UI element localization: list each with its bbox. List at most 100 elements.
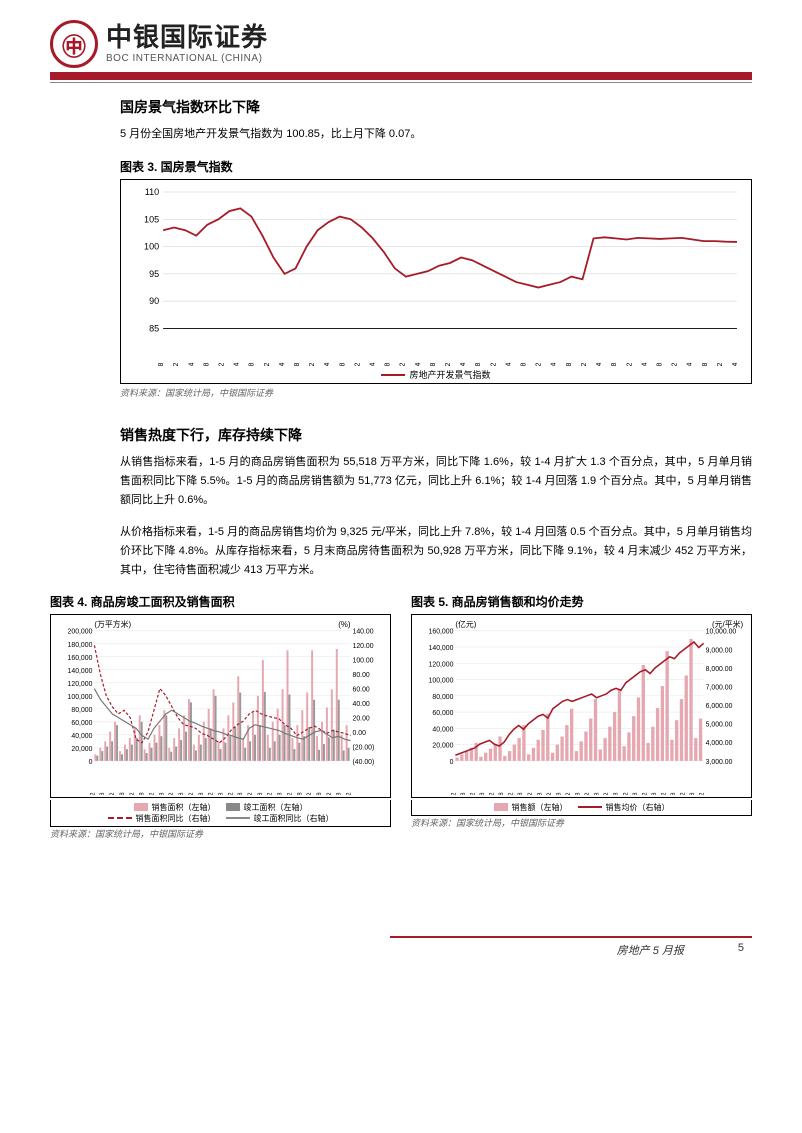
svg-text:16/08: 16/08	[651, 792, 658, 794]
svg-text:10/08: 10/08	[178, 792, 185, 794]
svg-text:07/08: 07/08	[203, 362, 210, 366]
svg-text:20.00: 20.00	[353, 716, 370, 723]
svg-text:16/12: 16/12	[626, 362, 633, 366]
fig5-chart: (亿元)(元/平米)020,00040,00060,00080,000100,0…	[411, 614, 752, 797]
svg-text:18/08: 18/08	[336, 792, 343, 794]
svg-text:10/08: 10/08	[536, 792, 543, 794]
svg-text:12/08: 12/08	[217, 792, 224, 794]
svg-text:15/02: 15/02	[622, 792, 629, 794]
fig5-legend: 销售额（左轴） 销售均价（右轴）	[411, 800, 752, 816]
svg-text:10/02: 10/02	[168, 792, 175, 794]
svg-text:100: 100	[144, 241, 159, 251]
svg-text:200,000: 200,000	[68, 629, 93, 636]
svg-text:07/12: 07/12	[219, 362, 226, 366]
content-area: 国房景气指数环比下降 5 月份全国房地产开发景气指数为 100.85，比上月下降…	[50, 97, 752, 579]
svg-text:80,000: 80,000	[432, 694, 453, 701]
footer-title: 房地产 5 月报	[617, 942, 684, 958]
boc-logo: ㊥	[50, 20, 98, 68]
fig5-lg1: 销售额（左轴）	[494, 802, 568, 813]
svg-text:09/02: 09/02	[149, 792, 156, 794]
footer-rule	[390, 936, 752, 938]
svg-text:11/02: 11/02	[546, 792, 553, 794]
svg-text:07/04: 07/04	[188, 362, 195, 366]
svg-text:9,000.00: 9,000.00	[706, 648, 733, 655]
svg-text:14/08: 14/08	[613, 792, 620, 794]
svg-text:17/02: 17/02	[660, 792, 667, 794]
svg-text:19/04: 19/04	[732, 362, 739, 366]
fig4-chart: (万平方米)(%)020,00040,00060,00080,000100,00…	[50, 614, 391, 797]
svg-text:11/12: 11/12	[400, 362, 407, 366]
svg-text:15/02: 15/02	[267, 792, 274, 794]
svg-text:11/02: 11/02	[188, 792, 195, 794]
brand-en: BOC INTERNATIONAL (CHINA)	[106, 53, 268, 64]
svg-text:13/08: 13/08	[237, 792, 244, 794]
svg-text:18/12: 18/12	[717, 362, 724, 366]
svg-text:13/08: 13/08	[594, 792, 601, 794]
section1-heading: 国房景气指数环比下降	[120, 97, 752, 117]
fig5-title: 图表 5. 商品房销售额和均价走势	[411, 593, 752, 610]
svg-text:0: 0	[89, 759, 93, 766]
svg-text:20,000: 20,000	[432, 743, 453, 750]
fig4-legend: 销售面积（左轴） 竣工面积（左轴） 销售面积同比（右轴） 竣工面积同比（右轴）	[50, 800, 391, 827]
svg-text:15/08: 15/08	[566, 362, 573, 366]
svg-text:10/08: 10/08	[339, 362, 346, 366]
svg-text:6,000.00: 6,000.00	[706, 703, 733, 710]
svg-text:40.00: 40.00	[353, 701, 370, 708]
svg-text:06/02: 06/02	[89, 792, 96, 794]
svg-text:09/08: 09/08	[294, 362, 301, 366]
section2-heading: 销售热度下行，库存持续下降	[120, 425, 752, 445]
svg-text:08/02: 08/02	[129, 792, 136, 794]
svg-text:17/12: 17/12	[672, 362, 679, 366]
fig4-lg1-label: 销售面积（左轴）	[152, 802, 216, 813]
fig4-lg3-label: 销售面积同比（右轴）	[136, 813, 216, 824]
svg-text:160,000: 160,000	[429, 629, 454, 636]
fig3-title: 图表 3. 国房景气指数	[120, 158, 752, 175]
fig4-lg4-label: 竣工面积同比（右轴）	[254, 813, 334, 824]
svg-text:12/08: 12/08	[575, 792, 582, 794]
svg-text:100,000: 100,000	[429, 678, 454, 685]
fig4-source: 资料来源：国家统计局，中银国际证券	[50, 827, 391, 840]
svg-text:10/12: 10/12	[354, 362, 361, 366]
svg-text:17/02: 17/02	[306, 792, 313, 794]
svg-text:4,000.00: 4,000.00	[706, 741, 733, 748]
fig5-col: 图表 5. 商品房销售额和均价走势 (亿元)(元/平米)020,00040,00…	[411, 593, 752, 865]
svg-text:18/02: 18/02	[326, 792, 333, 794]
footer-page: 5	[738, 942, 744, 958]
fig4-lg2: 竣工面积（左轴）	[226, 802, 308, 813]
svg-text:80.00: 80.00	[353, 672, 370, 679]
fig4-col: 图表 4. 商品房竣工面积及销售面积 (万平方米)(%)020,00040,00…	[50, 593, 391, 865]
svg-text:16/02: 16/02	[641, 792, 648, 794]
page-footer: 房地产 5 月报 5	[50, 936, 752, 958]
svg-text:06/08: 06/08	[158, 362, 165, 366]
svg-text:20,000: 20,000	[71, 746, 92, 753]
svg-text:160,000: 160,000	[68, 655, 93, 662]
svg-text:18/04: 18/04	[687, 362, 694, 366]
fig4-lg1: 销售面积（左轴）	[134, 802, 216, 813]
svg-text:11/04: 11/04	[370, 362, 377, 366]
svg-text:08/08: 08/08	[498, 792, 505, 794]
svg-text:7,000.00: 7,000.00	[706, 685, 733, 692]
svg-text:140,000: 140,000	[429, 645, 454, 652]
svg-text:12/02: 12/02	[208, 792, 215, 794]
fig3-chart: 85909510010511006/0806/1207/0407/0807/12…	[120, 179, 752, 385]
svg-text:140.00: 140.00	[353, 629, 374, 636]
svg-text:110: 110	[145, 187, 159, 197]
section2-para1: 从销售指标来看，1-5 月的商品房销售面积为 55,518 万平方米，同比下降 …	[120, 453, 752, 509]
svg-text:06/08: 06/08	[460, 792, 467, 794]
svg-text:13/02: 13/02	[584, 792, 591, 794]
svg-text:14/04: 14/04	[505, 362, 512, 366]
svg-text:19/02: 19/02	[699, 792, 706, 794]
svg-text:60,000: 60,000	[71, 720, 92, 727]
svg-text:80,000: 80,000	[71, 707, 92, 714]
svg-text:07/02: 07/02	[109, 792, 116, 794]
svg-text:13/12: 13/12	[490, 362, 497, 366]
svg-text:180,000: 180,000	[68, 642, 93, 649]
fig5-svg: (亿元)(元/平米)020,00040,00060,00080,000100,0…	[414, 617, 749, 794]
svg-text:07/08: 07/08	[119, 792, 126, 794]
svg-text:06/02: 06/02	[450, 792, 457, 794]
legend-line-icon	[381, 374, 405, 376]
fig4-lg2-label: 竣工面积（左轴）	[244, 802, 308, 813]
svg-text:10/04: 10/04	[324, 362, 331, 366]
svg-text:13/04: 13/04	[460, 362, 467, 366]
svg-text:14/02: 14/02	[603, 792, 610, 794]
